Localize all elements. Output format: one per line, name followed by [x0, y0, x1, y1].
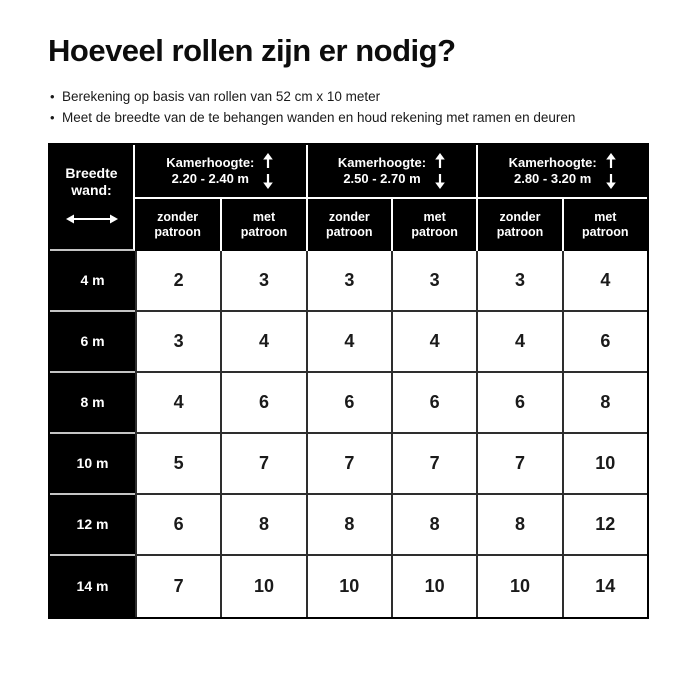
value-cell: 7 [390, 433, 477, 495]
value-cell: 6 [305, 372, 391, 434]
column-group-header: Kamerhoogte: 2.50 - 2.70 m [305, 144, 477, 199]
value-cell: 7 [476, 433, 562, 495]
value-cell: 12 [561, 494, 647, 556]
note-text: Meet de breedte van de te behangen wande… [62, 109, 576, 125]
value-cell: 10 [476, 555, 562, 617]
value-cell: 7 [220, 433, 306, 495]
row-header-cell: 12 m [50, 494, 135, 556]
subheader-cell: zonder patroon [135, 198, 221, 251]
value-cell: 3 [135, 311, 221, 373]
value-cell: 6 [561, 311, 647, 373]
infographic-page: Hoeveel rollen zijn er nodig? • Berekeni… [48, 33, 652, 619]
value-cell: 5 [135, 433, 221, 495]
value-cell: 4 [305, 311, 391, 373]
value-cell: 3 [390, 250, 477, 312]
subheader-cell: met patroon [390, 198, 477, 251]
value-cell: 2 [135, 250, 221, 312]
header-sub-row: zonder patroon met patroon zonder patroon m… [50, 198, 647, 251]
value-cell: 4 [390, 311, 477, 373]
corner-label-line1: Breedte [65, 164, 118, 181]
subheader-cell: met patroon [220, 198, 306, 251]
value-cell: 4 [561, 250, 647, 312]
subheader-cell: zonder patroon [476, 198, 562, 251]
value-cell: 3 [476, 250, 562, 312]
table-row: 12 m 6 8 8 8 8 12 [50, 494, 647, 556]
value-cell: 8 [476, 494, 562, 556]
note-text: Berekening op basis van rollen van 52 cm… [62, 88, 381, 104]
corner-header: Breedte wand: [50, 144, 135, 251]
value-cell: 4 [135, 372, 221, 434]
subheader-cell: zonder patroon [305, 198, 391, 251]
value-cell: 10 [305, 555, 391, 617]
vertical-double-arrow-icon [262, 152, 274, 189]
value-cell: 6 [390, 372, 477, 434]
group-title: Kamerhoogte: [337, 154, 427, 170]
value-cell: 8 [305, 494, 391, 556]
value-cell: 4 [220, 311, 306, 373]
column-group-header: Kamerhoogte: 2.20 - 2.40 m [135, 144, 306, 199]
row-header-cell: 10 m [50, 433, 135, 495]
notes-list: • Berekening op basis van rollen van 52 … [48, 86, 652, 128]
value-cell: 7 [135, 555, 221, 617]
group-range: 2.20 - 2.40 m [171, 170, 249, 186]
value-cell: 3 [305, 250, 391, 312]
row-header-cell: 6 m [50, 311, 135, 373]
note-item: • Meet de breedte van de te behangen wan… [50, 107, 652, 128]
value-cell: 6 [135, 494, 221, 556]
group-range: 2.80 - 3.20 m [513, 170, 592, 186]
column-group-header: Kamerhoogte: 2.80 - 3.20 m [476, 144, 647, 199]
value-cell: 7 [305, 433, 391, 495]
value-cell: 3 [220, 250, 306, 312]
horizontal-double-arrow-icon [50, 212, 133, 229]
vertical-double-arrow-icon [605, 152, 617, 189]
page-title: Hoeveel rollen zijn er nodig? [48, 33, 456, 68]
value-cell: 10 [220, 555, 306, 617]
subheader-cell: met patroon [561, 198, 647, 251]
note-item: • Berekening op basis van rollen van 52 … [50, 86, 652, 107]
group-title: Kamerhoogte: [166, 154, 255, 170]
row-header-cell: 8 m [50, 372, 135, 434]
value-cell: 6 [220, 372, 306, 434]
value-cell: 8 [561, 372, 647, 434]
vertical-double-arrow-icon [434, 152, 446, 189]
value-cell: 14 [561, 555, 647, 617]
value-cell: 10 [390, 555, 477, 617]
table-row: 10 m 5 7 7 7 7 10 [50, 433, 647, 495]
value-cell: 4 [476, 311, 562, 373]
group-range: 2.50 - 2.70 m [343, 170, 421, 186]
bullet-dot-icon: • [50, 109, 55, 125]
row-header-cell: 4 m [50, 250, 135, 312]
value-cell: 8 [390, 494, 477, 556]
value-cell: 6 [476, 372, 562, 434]
row-header-cell: 14 m [50, 555, 135, 617]
corner-label-line2: wand: [71, 181, 112, 198]
bullet-dot-icon: • [50, 88, 55, 104]
table-row: 14 m 7 10 10 10 10 14 [50, 555, 647, 617]
value-cell: 8 [220, 494, 306, 556]
value-cell: 10 [561, 433, 647, 495]
group-title: Kamerhoogte: [508, 154, 597, 170]
